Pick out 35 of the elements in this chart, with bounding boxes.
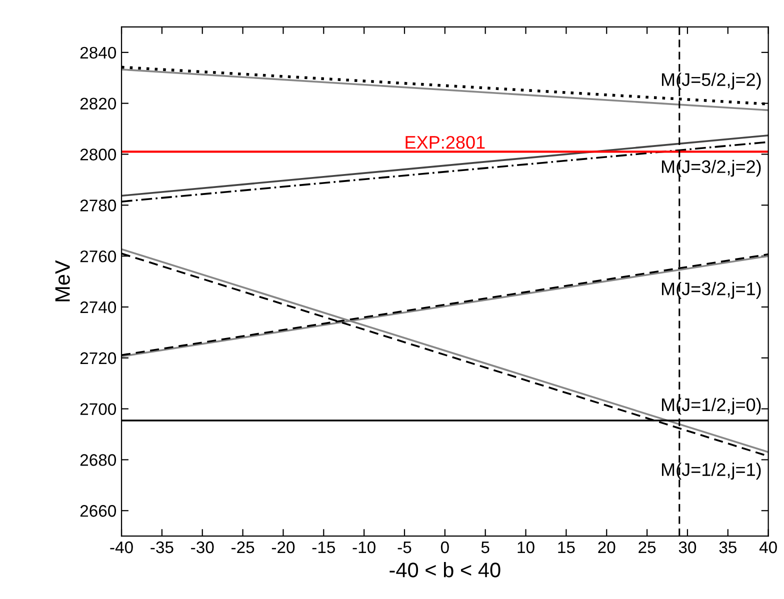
y-tick-label: 2660 bbox=[80, 505, 116, 517]
y-tick-label: 2700 bbox=[80, 403, 116, 416]
y-tick-label: 2740 bbox=[80, 301, 116, 314]
x-tick-label: -30 bbox=[191, 541, 214, 554]
ref-line-label: EXP:2801 bbox=[406, 136, 485, 149]
annotation: M(J=3/2,j=2) bbox=[662, 160, 761, 177]
x-tick-label: 15 bbox=[558, 542, 575, 554]
x-tick-label: -10 bbox=[352, 541, 376, 554]
x-tick-label: -35 bbox=[150, 541, 174, 554]
y-tick-label: 2720 bbox=[80, 352, 116, 364]
x-tick-label: 20 bbox=[598, 541, 616, 554]
x-tick-label: 25 bbox=[638, 541, 656, 554]
x-tick-label: 35 bbox=[719, 541, 736, 554]
y-tick-label: 2840 bbox=[80, 46, 116, 59]
y-tick-label: 2820 bbox=[80, 98, 116, 110]
x-tick-label: 40 bbox=[759, 541, 777, 554]
x-tick-label: 10 bbox=[518, 541, 534, 554]
x-tick-label: 30 bbox=[678, 541, 696, 554]
x-tick-label: -40 bbox=[110, 541, 133, 554]
y-tick-label: 2780 bbox=[80, 200, 116, 212]
x-tick-label: 0 bbox=[440, 541, 449, 554]
y-tick-label: 2800 bbox=[80, 148, 116, 160]
x-axis-title: -40 < b < 40 bbox=[390, 562, 500, 578]
annotation: M(J=5/2,j=2) bbox=[662, 72, 761, 90]
annotation: M(J=1/2,j=0) bbox=[662, 398, 761, 415]
x-tick-label: -20 bbox=[272, 541, 295, 554]
x-tick-label: -5 bbox=[398, 542, 412, 554]
y-tick-label: 2680 bbox=[80, 454, 116, 466]
x-tick-label: 5 bbox=[481, 542, 490, 554]
x-tick-label: -25 bbox=[231, 541, 254, 554]
annotation: M(J=3/2,j=1) bbox=[662, 282, 761, 299]
annotation: M(J=1/2,j=1) bbox=[662, 462, 761, 480]
y-tick-label: 2760 bbox=[80, 250, 116, 262]
y-axis-title: MeV bbox=[55, 260, 70, 302]
x-tick-label: -15 bbox=[312, 542, 335, 554]
